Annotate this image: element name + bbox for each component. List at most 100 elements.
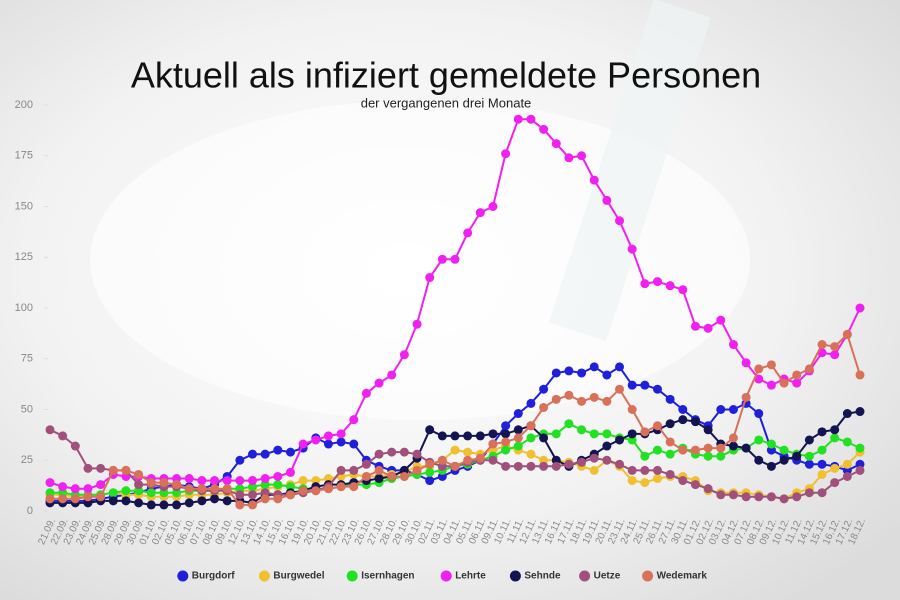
data-point bbox=[450, 445, 460, 455]
data-point bbox=[323, 484, 333, 494]
data-point bbox=[539, 384, 549, 394]
legend-label: Burgdorf bbox=[192, 571, 235, 582]
data-point bbox=[855, 303, 865, 313]
y-tick-label: 50 bbox=[21, 403, 33, 415]
data-point bbox=[703, 451, 713, 461]
data-point bbox=[653, 421, 662, 431]
data-point bbox=[665, 394, 675, 404]
data-point bbox=[678, 476, 688, 486]
legend-label: Uetze bbox=[594, 571, 621, 582]
data-point bbox=[526, 461, 536, 471]
data-point bbox=[475, 453, 485, 463]
data-point bbox=[475, 208, 485, 218]
data-point bbox=[817, 427, 827, 437]
data-point bbox=[197, 484, 207, 494]
data-point bbox=[640, 380, 650, 390]
data-point bbox=[134, 469, 144, 479]
data-point bbox=[58, 482, 68, 492]
data-point bbox=[387, 370, 397, 380]
data-point bbox=[804, 364, 814, 374]
data-point bbox=[564, 390, 574, 400]
data-point bbox=[817, 445, 827, 455]
data-point bbox=[792, 378, 802, 388]
data-point bbox=[235, 490, 245, 500]
data-point bbox=[475, 431, 485, 441]
data-point bbox=[830, 463, 840, 473]
data-point bbox=[273, 471, 283, 481]
data-point bbox=[690, 417, 700, 427]
data-point bbox=[349, 439, 359, 449]
data-point bbox=[779, 455, 789, 465]
data-point bbox=[741, 392, 751, 402]
data-point bbox=[526, 421, 536, 431]
data-point bbox=[564, 459, 574, 469]
data-point bbox=[842, 409, 852, 419]
data-point bbox=[665, 419, 675, 429]
data-point bbox=[45, 478, 55, 488]
data-point bbox=[855, 370, 865, 380]
data-point bbox=[779, 378, 789, 388]
data-point bbox=[728, 433, 738, 443]
data-point bbox=[273, 480, 283, 490]
legend-marker bbox=[440, 570, 452, 582]
data-point bbox=[577, 396, 587, 406]
data-point bbox=[273, 445, 283, 455]
y-tick-label: 200 bbox=[15, 99, 33, 111]
data-point bbox=[425, 273, 435, 283]
data-point bbox=[374, 449, 384, 459]
data-point bbox=[842, 471, 852, 481]
data-point bbox=[665, 281, 675, 291]
data-point bbox=[134, 498, 144, 508]
legend-marker bbox=[258, 570, 270, 582]
data-point bbox=[779, 445, 789, 455]
data-point bbox=[539, 433, 549, 443]
data-point bbox=[260, 474, 270, 484]
data-point bbox=[703, 443, 713, 453]
data-point bbox=[539, 461, 549, 471]
y-tick-label: 25 bbox=[21, 454, 33, 466]
legend-marker bbox=[346, 570, 358, 582]
data-point bbox=[450, 461, 460, 471]
data-point bbox=[108, 465, 118, 475]
y-tick-label: 175 bbox=[15, 150, 33, 162]
data-point bbox=[210, 494, 220, 504]
data-point bbox=[260, 449, 270, 459]
data-point bbox=[134, 480, 144, 490]
data-point bbox=[741, 443, 751, 453]
data-point bbox=[437, 431, 447, 441]
data-point bbox=[602, 370, 612, 380]
data-point bbox=[248, 490, 257, 500]
data-point bbox=[96, 492, 106, 502]
y-tick-label: 125 bbox=[15, 251, 33, 263]
data-point bbox=[83, 463, 93, 473]
data-point bbox=[501, 421, 511, 431]
data-point bbox=[741, 358, 751, 368]
data-point bbox=[311, 435, 321, 445]
data-point bbox=[146, 478, 156, 488]
data-point bbox=[513, 441, 523, 451]
data-point bbox=[336, 437, 346, 447]
data-point bbox=[690, 321, 700, 331]
data-point bbox=[564, 366, 574, 376]
data-point bbox=[501, 461, 511, 471]
data-point bbox=[323, 431, 333, 441]
data-point bbox=[463, 447, 473, 457]
data-point bbox=[640, 427, 650, 437]
data-point bbox=[589, 465, 599, 475]
data-point bbox=[488, 429, 498, 439]
data-point bbox=[792, 370, 802, 380]
data-point bbox=[146, 500, 156, 510]
data-point bbox=[387, 447, 397, 457]
legend-label: Isernhagen bbox=[361, 571, 414, 582]
data-point bbox=[83, 484, 93, 494]
data-point bbox=[336, 465, 346, 475]
data-point bbox=[425, 476, 435, 486]
data-point bbox=[45, 425, 55, 435]
data-point bbox=[627, 476, 637, 486]
data-point bbox=[45, 494, 55, 504]
data-point bbox=[463, 431, 473, 441]
data-point bbox=[450, 431, 460, 441]
data-point bbox=[501, 149, 511, 159]
data-point bbox=[349, 482, 359, 492]
